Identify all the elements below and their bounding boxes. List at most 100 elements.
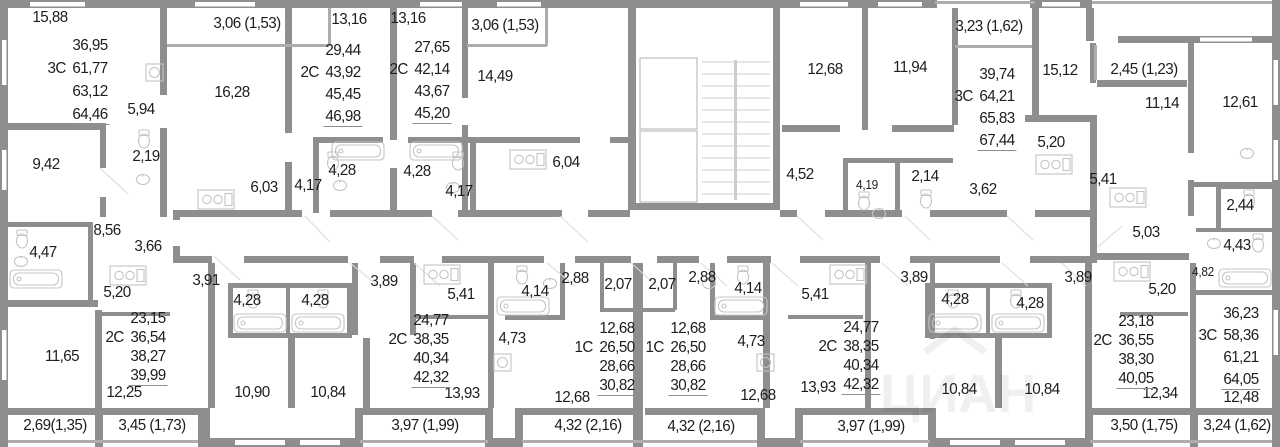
apartment-type-code: 3C [954,88,973,105]
wall [862,8,868,130]
window [950,440,1000,445]
room-area-label: 13,16 [331,11,367,28]
stove-icon [109,265,147,286]
wall [228,288,233,333]
room-area-label: 4,82 [1192,265,1214,279]
wall [925,283,1052,288]
toilet-icon [1251,233,1265,253]
room-area-label: 5,41 [447,286,475,303]
apartment-summary: 2C 24,77 38,35 40,34 42,32 [388,311,451,388]
room-area-label: 12,61 [1222,94,1258,111]
apartment-total-area: 42,32 [411,369,451,388]
balcony-area-label: 3,06 (1,53) [471,17,539,34]
apartment-summary: 3C 36,95 61,77 63,12 64,46 [47,34,110,126]
room-area-label: 11,94 [892,59,928,76]
room-area-label: 4,28 [301,292,329,309]
wall [95,310,102,410]
wall [788,315,863,319]
balcony-area-label: 4,32 (2,16) [667,418,735,435]
apartment-total-area: 39,99 [128,367,168,386]
balcony-rail [1090,440,1272,443]
sink-icon [1206,237,1222,250]
window [300,440,340,445]
door-swing [431,215,459,241]
stove-icon [829,264,867,285]
apartment-area-value: 39,74 [979,66,1015,83]
room-area-label: 10,84 [1024,381,1060,398]
balcony-rail [545,8,548,46]
apartment-area-value: 23,15 [130,310,166,327]
stove-icon [1035,154,1073,175]
wall [8,408,200,415]
window [2,150,7,190]
room-area-label: 15,12 [1042,62,1078,79]
wall [892,125,954,132]
room-area-label: 6,04 [552,154,580,171]
room-area-label: 10,84 [310,384,346,401]
door-swing [630,262,658,287]
bathtub-icon [331,141,385,161]
wall [244,256,348,263]
wall [0,0,8,447]
room-area-label: 4,17 [445,183,473,200]
balcony-area-label: 3,24 (1,62) [1203,417,1271,434]
room-area-label: 4,73 [498,330,526,347]
apartment-type-code: 2C [818,338,837,355]
room-area-label: 5,41 [801,286,829,303]
apartment-area-value: 63,12 [72,83,108,100]
stove-icon [423,264,461,285]
room-area-label: 4,14 [734,280,762,297]
apartment-area-value: 29,44 [325,42,361,59]
door-swing [546,262,576,287]
wall [360,408,490,415]
apartment-total-area: 45,20 [412,105,452,124]
wall [865,335,871,408]
wall [470,143,476,213]
door-swing [213,255,241,281]
wall [1272,0,1280,447]
room-area-label: 12,68 [740,387,776,404]
wall [657,256,699,263]
room-area-label: 3,62 [969,181,997,198]
wall [228,283,352,288]
bathtub-icon [991,313,1045,333]
room-area-label: 3,91 [192,272,220,289]
balcony-area-label: 3,23 (1,62) [955,18,1023,35]
wall [930,263,935,339]
room-area-label: 5,03 [1132,224,1160,241]
room-area-label: 4,52 [786,166,814,183]
wall [757,408,765,447]
wall [925,333,1052,338]
wall [933,438,1090,447]
door-swing [1097,225,1123,248]
apartment-area-value: 12,68 [599,320,635,337]
window [2,40,7,85]
room-area-label: 4,28 [1016,295,1044,312]
room-area-label: 13,93 [800,379,836,396]
apartment-total-area: 64,05 [1221,371,1261,390]
room-area-label: 4,28 [233,292,261,309]
wall [285,162,292,217]
apartment-summary: 1C 12,68 26,50 28,66 30,82 [645,319,708,396]
sink-icon [332,179,348,192]
room-area-label: 6,03 [250,179,278,196]
apartment-area-value: 45,45 [325,86,361,103]
apartment-total-area: 46,98 [323,108,363,127]
room-area-label: 12,34 [1142,385,1178,402]
bathtub-icon [9,269,63,289]
wall [1025,115,1097,122]
room-area-label: 12,48 [1223,389,1259,406]
door-swing [771,262,799,287]
balcony-area-label: 3,97 (1,99) [391,417,459,434]
wall [313,143,319,213]
apartment-area-value: 28,66 [670,358,706,375]
wall [1090,408,1197,415]
apartment-area-value: 65,83 [979,110,1015,127]
wall [995,338,1002,408]
apartment-type-code: 2C [389,61,408,78]
wall [952,8,958,125]
room-area-label: 11,14 [1144,95,1180,112]
wall [825,210,902,217]
wall [100,130,106,168]
